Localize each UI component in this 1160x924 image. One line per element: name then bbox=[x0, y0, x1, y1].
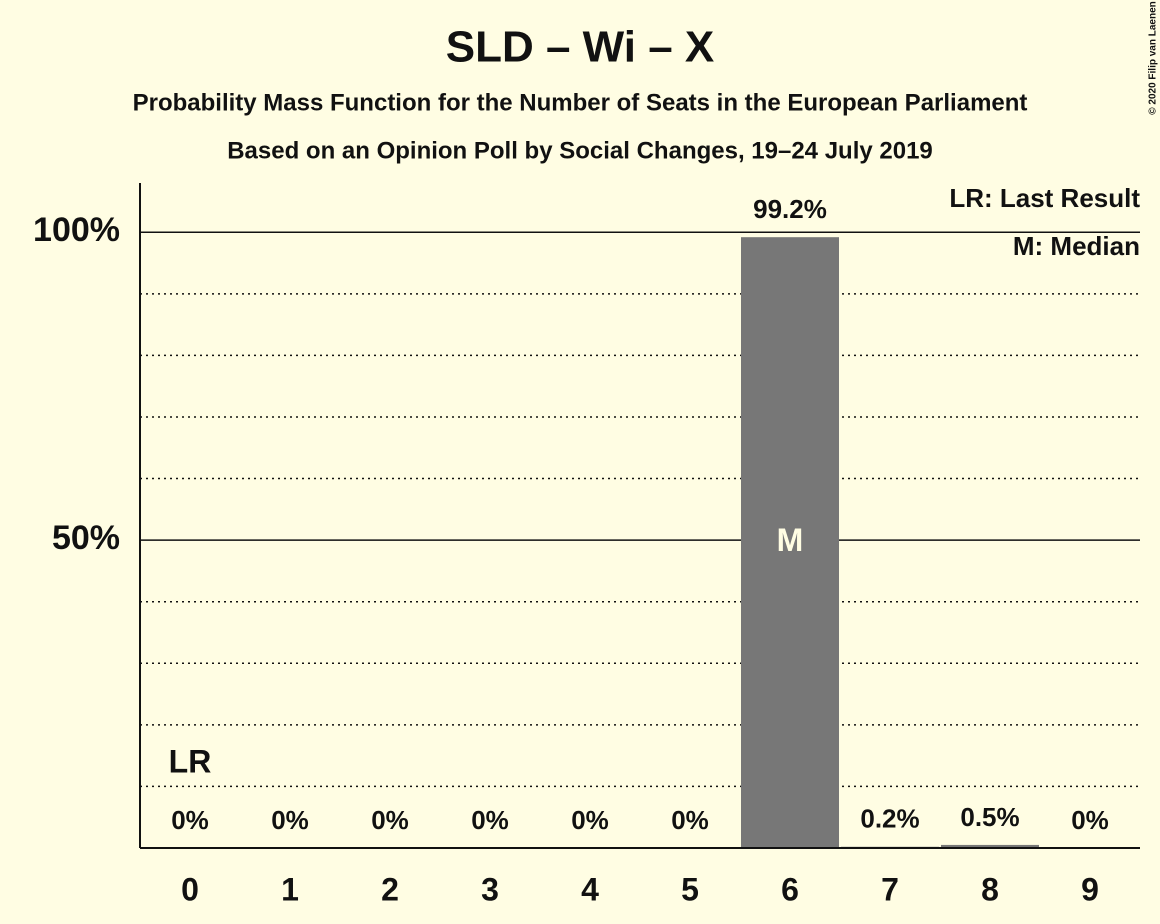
value-label: 0% bbox=[571, 805, 609, 835]
y-tick-label: 50% bbox=[52, 519, 120, 557]
value-label: 0% bbox=[171, 805, 209, 835]
y-tick-label: 100% bbox=[33, 211, 120, 249]
value-label: 0% bbox=[471, 805, 509, 835]
chart-title: SLD – Wi – X bbox=[446, 23, 715, 72]
bar bbox=[741, 237, 839, 848]
x-tick-label: 8 bbox=[981, 871, 999, 907]
value-label: 0% bbox=[1071, 805, 1109, 835]
x-tick-label: 1 bbox=[281, 871, 299, 907]
value-label: 0% bbox=[371, 805, 409, 835]
value-label: 0% bbox=[271, 805, 309, 835]
median-marker: M bbox=[777, 522, 804, 558]
legend-entry: LR: Last Result bbox=[949, 183, 1140, 213]
last-result-marker: LR bbox=[169, 743, 212, 779]
x-tick-label: 3 bbox=[481, 871, 499, 907]
value-label: 0.2% bbox=[860, 804, 919, 834]
chart-subtitle: Based on an Opinion Poll by Social Chang… bbox=[227, 137, 933, 164]
x-tick-label: 9 bbox=[1081, 871, 1099, 907]
chart-subtitle: Probability Mass Function for the Number… bbox=[133, 89, 1028, 116]
x-tick-label: 2 bbox=[381, 871, 399, 907]
x-tick-label: 5 bbox=[681, 871, 699, 907]
x-tick-label: 6 bbox=[781, 871, 799, 907]
credit: © 2020 Filip van Laenen bbox=[1148, 1, 1159, 115]
x-tick-label: 4 bbox=[581, 871, 599, 907]
value-label: 0% bbox=[671, 805, 709, 835]
x-tick-label: 0 bbox=[181, 871, 199, 907]
value-label: 99.2% bbox=[753, 194, 827, 224]
x-tick-label: 7 bbox=[881, 871, 899, 907]
legend-entry: M: Median bbox=[1013, 231, 1140, 261]
bar bbox=[941, 844, 1039, 848]
value-label: 0.5% bbox=[960, 802, 1019, 832]
